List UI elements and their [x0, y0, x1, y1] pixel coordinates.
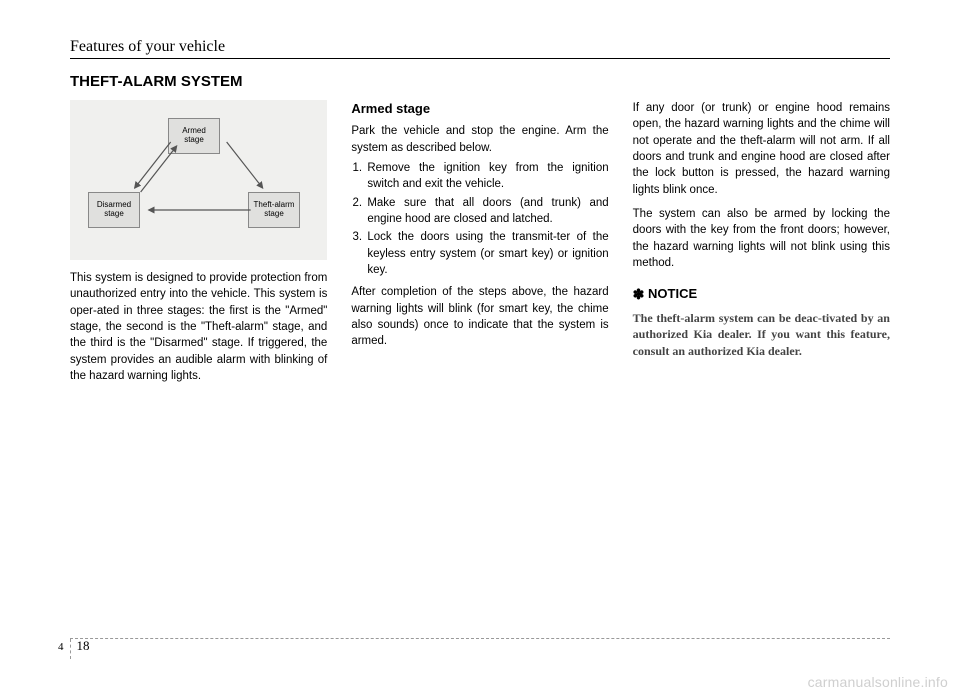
- armed-p1: Park the vehicle and stop the engine. Ar…: [351, 123, 608, 156]
- step-2: Make sure that all doors (and trunk) and…: [365, 195, 608, 228]
- notice-label: NOTICE: [648, 286, 697, 301]
- step-1: Remove the ignition key from the ignitio…: [365, 160, 608, 193]
- disarmed-stage-box: Disarmedstage: [88, 192, 140, 228]
- notice-icon: ✽: [633, 285, 645, 305]
- armed-stage-label: Armedstage: [182, 127, 206, 145]
- section-number: 4: [58, 639, 71, 659]
- armed-p2: After completion of the steps above, the…: [351, 284, 608, 349]
- page-number-box: 4 18: [58, 637, 90, 659]
- page-number: 18: [71, 637, 90, 654]
- section-header: Features of your vehicle: [70, 38, 890, 59]
- stage-diagram: Armedstage Disarmedstage Theft-alarmstag…: [70, 100, 327, 260]
- page-footer: 4 18: [70, 638, 890, 658]
- intro-paragraph: This system is designed to provide prote…: [70, 270, 327, 384]
- disarmed-stage-label: Disarmedstage: [97, 201, 131, 219]
- content-columns: Armedstage Disarmedstage Theft-alarmstag…: [70, 100, 890, 384]
- column-1: Armedstage Disarmedstage Theft-alarmstag…: [70, 100, 327, 384]
- col3-p2: The system can also be armed by locking …: [633, 206, 890, 271]
- step-3: Lock the doors using the transmit-ter of…: [365, 229, 608, 278]
- watermark: carmanualsonline.info: [808, 674, 948, 690]
- column-2: Armed stage Park the vehicle and stop th…: [351, 100, 608, 384]
- theft-stage-box: Theft-alarmstage: [248, 192, 300, 228]
- column-3: If any door (or trunk) or engine hood re…: [633, 100, 890, 384]
- armed-stage-box: Armedstage: [168, 118, 220, 154]
- col3-p1: If any door (or trunk) or engine hood re…: [633, 100, 890, 198]
- notice-heading: ✽ NOTICE: [633, 285, 890, 305]
- page-title: THEFT-ALARM SYSTEM: [70, 73, 890, 90]
- armed-stage-heading: Armed stage: [351, 100, 608, 118]
- armed-steps: Remove the ignition key from the ignitio…: [351, 160, 608, 278]
- theft-stage-label: Theft-alarmstage: [254, 201, 295, 219]
- notice-text: The theft-alarm system can be deac-tivat…: [633, 310, 890, 359]
